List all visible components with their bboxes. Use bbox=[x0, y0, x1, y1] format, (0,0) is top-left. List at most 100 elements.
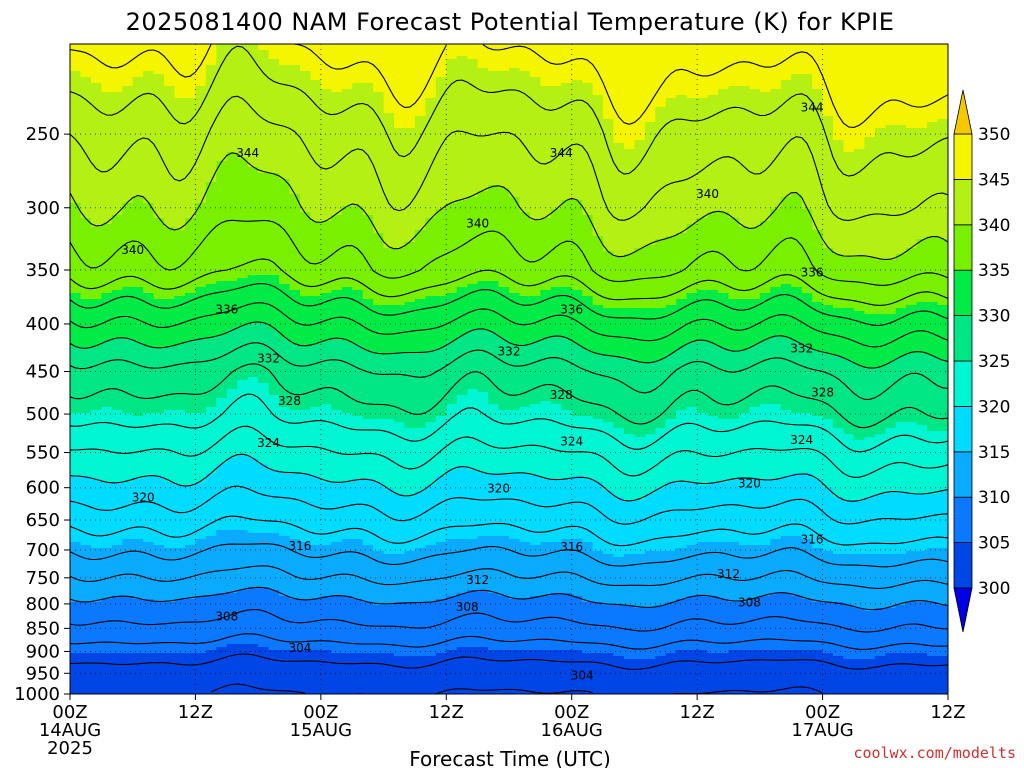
theta-band-cell bbox=[519, 68, 948, 72]
credit-text[interactable]: coolwx.com/modelts bbox=[853, 744, 1016, 762]
theta-band-cell bbox=[812, 83, 948, 87]
theta-band-cell bbox=[185, 221, 374, 225]
theta-band-cell bbox=[833, 251, 907, 255]
theta-band-cell bbox=[70, 155, 228, 159]
theta-band-cell bbox=[143, 344, 176, 348]
theta-band-cell bbox=[80, 296, 102, 300]
theta-band-cell bbox=[655, 431, 844, 435]
theta-band-cell bbox=[561, 206, 583, 210]
theta-band-cell bbox=[718, 344, 750, 348]
theta-band-cell bbox=[603, 239, 656, 243]
theta-band-cell bbox=[143, 539, 197, 543]
theta-band-cell bbox=[70, 245, 385, 249]
theta-band-cell bbox=[446, 539, 521, 543]
theta-band-cell bbox=[519, 203, 562, 207]
theta-band-cell bbox=[237, 383, 270, 387]
theta-band-cell bbox=[216, 53, 270, 57]
theta-band-cell bbox=[603, 248, 636, 252]
theta-band-cell bbox=[195, 482, 385, 486]
theta-band-cell bbox=[780, 200, 803, 204]
x-tick-label: 12Z bbox=[680, 702, 715, 723]
theta-band-cell bbox=[300, 206, 343, 210]
theta-band-cell bbox=[70, 203, 82, 207]
theta-band-cell bbox=[216, 164, 249, 168]
theta-band-cell bbox=[153, 206, 196, 210]
theta-band-cell bbox=[70, 254, 615, 258]
theta-band-cell bbox=[456, 467, 468, 471]
theta-band-cell bbox=[739, 218, 771, 222]
theta-band-cell bbox=[456, 200, 520, 204]
theta-band-cell bbox=[509, 191, 948, 195]
theta-band-cell bbox=[205, 197, 301, 201]
theta-band-cell bbox=[70, 413, 134, 417]
theta-band-cell bbox=[279, 593, 458, 597]
theta-band-cell bbox=[571, 80, 583, 84]
theta-band-cell bbox=[707, 215, 730, 219]
theta-band-cell bbox=[718, 89, 761, 93]
theta-band-cell bbox=[70, 248, 604, 252]
theta-band-cell bbox=[833, 248, 907, 252]
theta-band-cell bbox=[906, 491, 939, 495]
theta-band-cell bbox=[603, 242, 656, 246]
colorbar-label: 335 bbox=[978, 261, 1010, 281]
theta-band-cell bbox=[70, 143, 625, 147]
theta-band-cell bbox=[812, 299, 948, 303]
theta-band-cell bbox=[216, 401, 280, 405]
theta-band-cell bbox=[237, 155, 948, 159]
theta-band-cell bbox=[791, 194, 803, 198]
theta-band-cell bbox=[70, 566, 948, 570]
contour-label: 304 bbox=[288, 641, 311, 655]
theta-band-cell bbox=[111, 218, 165, 222]
theta-band-cell bbox=[164, 221, 186, 225]
theta-band-cell bbox=[853, 605, 897, 609]
theta-band-cell bbox=[801, 536, 948, 540]
theta-band-cell bbox=[582, 347, 677, 351]
theta-band-cell bbox=[195, 212, 311, 216]
theta-band-cell bbox=[634, 251, 834, 255]
theta-band-cell bbox=[70, 197, 134, 201]
theta-band-cell bbox=[70, 419, 395, 423]
theta-band-cell bbox=[550, 335, 562, 339]
theta-band-cell bbox=[759, 89, 771, 93]
theta-band-cell bbox=[237, 455, 249, 459]
theta-band-cell bbox=[70, 668, 948, 672]
theta-band-cell bbox=[352, 83, 374, 87]
x-tick-label: 12Z bbox=[429, 702, 464, 723]
theta-band-cell bbox=[812, 476, 948, 480]
theta-band-cell bbox=[310, 74, 447, 78]
theta-band-cell bbox=[592, 215, 709, 219]
theta-band-cell bbox=[812, 209, 948, 213]
contour-line bbox=[70, 152, 948, 261]
theta-band-cell bbox=[488, 401, 541, 405]
theta-band-cell bbox=[70, 608, 865, 612]
theta-band-cell bbox=[456, 647, 489, 651]
theta-band-cell bbox=[624, 431, 656, 435]
theta-band-cell bbox=[749, 599, 813, 603]
theta-band-cell bbox=[70, 515, 948, 519]
contour-line bbox=[70, 543, 948, 568]
theta-band-cell bbox=[853, 359, 897, 363]
colorbar-label: 310 bbox=[978, 488, 1010, 508]
theta-band-cell bbox=[70, 146, 625, 150]
theta-band-cell bbox=[216, 47, 259, 51]
theta-band-cell bbox=[833, 425, 897, 429]
theta-band-cell bbox=[780, 203, 803, 207]
theta-band-cell bbox=[70, 185, 207, 189]
theta-band-cell bbox=[644, 134, 834, 138]
theta-band-cell bbox=[467, 467, 948, 471]
contour-label: 344 bbox=[550, 146, 573, 160]
theta-band-cell bbox=[676, 233, 824, 237]
theta-band-cell bbox=[164, 80, 207, 84]
theta-band-cell bbox=[833, 494, 876, 498]
theta-band-cell bbox=[70, 392, 228, 396]
theta-band-cell bbox=[300, 194, 479, 198]
theta-band-cell bbox=[70, 56, 217, 60]
theta-band-cell bbox=[70, 563, 948, 567]
theta-band-cell bbox=[279, 278, 948, 282]
contour-label: 344 bbox=[801, 100, 824, 114]
theta-band-cell bbox=[456, 338, 510, 342]
theta-band-cell bbox=[132, 413, 144, 417]
theta-band-cell bbox=[373, 89, 437, 93]
theta-band-cell bbox=[70, 362, 855, 366]
theta-band-cell bbox=[70, 182, 207, 186]
